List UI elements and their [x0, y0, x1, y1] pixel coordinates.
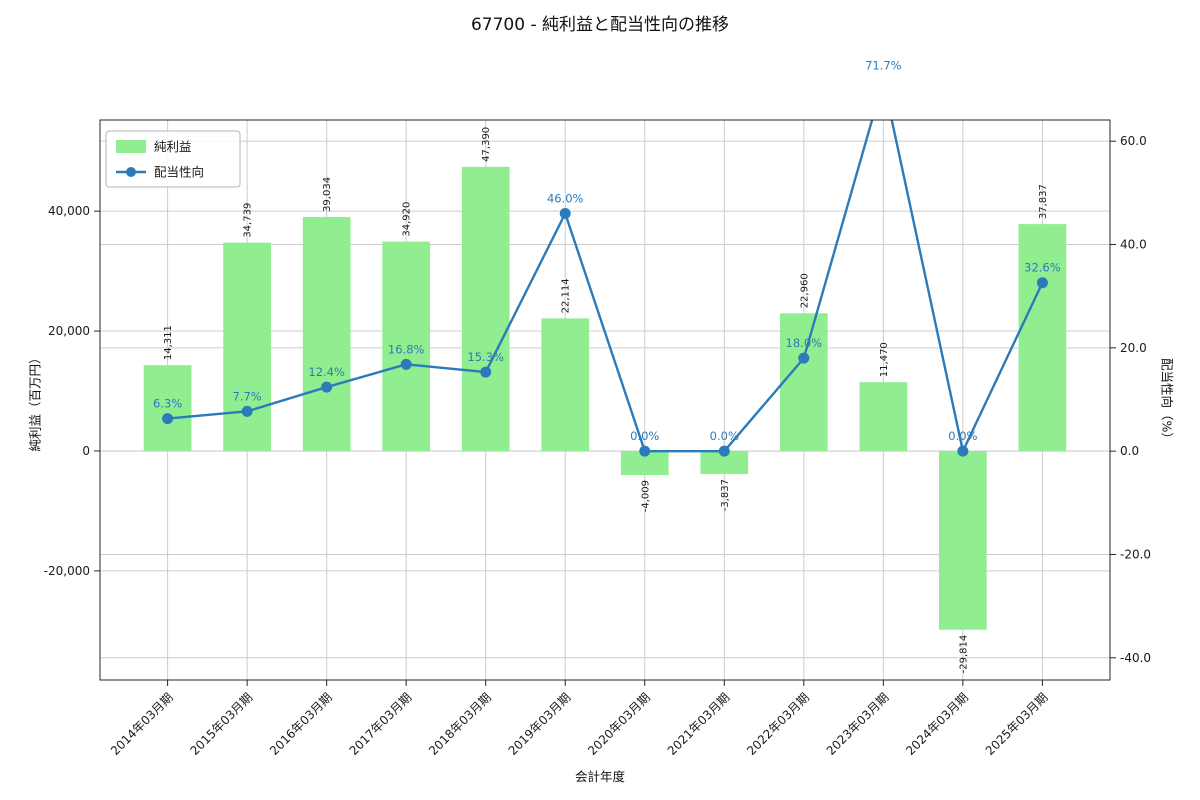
payout-value-label: 71.7%: [865, 59, 902, 73]
payout-value-label: 7.7%: [233, 389, 262, 403]
payout-value-label: 18.0%: [786, 336, 823, 350]
y-axis-label-left: 純利益（百万円）: [27, 351, 43, 452]
bar: [541, 318, 590, 451]
legend-label-line: 配当性向: [154, 165, 204, 180]
bar-value-label: 22,960: [799, 273, 810, 308]
bar-series: [143, 166, 1067, 630]
bar-value-label: 11,470: [879, 342, 890, 377]
bar: [939, 450, 987, 630]
plot-border: [99, 119, 1111, 681]
payout-value-label: 6.3%: [153, 397, 182, 411]
chart-title: 67700 - 純利益と配当性向の推移: [470, 15, 730, 35]
bar-value-label: -4,009: [640, 480, 651, 512]
payout-value-label: 0.0%: [948, 429, 977, 443]
bar-value-label: 22,114: [561, 278, 572, 313]
y-tick-label-right: -20.0: [1120, 547, 1151, 561]
payout-marker: [718, 445, 730, 457]
payout-line: [167, 120, 1044, 455]
y-tick-label-right: 20.0: [1120, 341, 1147, 355]
bar-value-label: 37,837: [1038, 184, 1049, 219]
legend-label-bar: 純利益: [154, 139, 192, 154]
bar-value-label: 47,390: [481, 127, 492, 162]
payout-value-label: 0.0%: [710, 429, 739, 443]
bar-value-label: 34,920: [402, 202, 413, 237]
x-tick-label: 2021年03月期: [665, 690, 733, 758]
payout-marker: [957, 445, 969, 457]
bar: [143, 365, 192, 451]
bar-value-label: -3,837: [720, 479, 731, 511]
bar: [859, 382, 908, 451]
bar: [700, 450, 749, 474]
payout-value-labels: 6.3% 7.7% 12.4% 16.8% 15.3% 46.0% 0.0% 0.0% 18.0…: [153, 59, 1061, 443]
payout-marker: [639, 445, 651, 457]
y-tick-label-left: 0: [82, 444, 90, 458]
x-tick-label: 2022年03月期: [744, 690, 812, 758]
x-tick-label: 2025年03月期: [983, 690, 1051, 758]
payout-marker: [162, 413, 174, 425]
x-tick-label: 2014年03月期: [108, 690, 176, 758]
y-tick-label-right: 60.0: [1120, 134, 1147, 148]
x-tick-label: 2020年03月期: [585, 690, 653, 758]
x-tick-label: 2019年03月期: [506, 690, 574, 758]
x-tick-label: 2024年03月期: [903, 690, 971, 758]
bar: [779, 313, 828, 451]
bar-value-labels: 14,311 34,739 39,034 34,920 47,390 22,114 -4,0…: [163, 127, 1049, 674]
y-axis-label-right: 配当性向（%）: [1159, 358, 1175, 445]
bar: [223, 242, 271, 451]
bar-value-label: 39,034: [322, 177, 333, 212]
payout-marker: [878, 75, 889, 86]
x-tick-label: 2023年03月期: [824, 690, 892, 758]
bar: [382, 241, 431, 451]
payout-marker: [321, 381, 333, 393]
y-tick-label-left: 40,000: [48, 204, 90, 218]
payout-line-series: [162, 75, 1048, 457]
payout-marker: [1036, 277, 1048, 289]
payout-marker: [559, 208, 571, 220]
y-tick-label-right: 40.0: [1120, 238, 1147, 252]
x-axis-label: 会計年度: [574, 769, 625, 784]
x-tick-label: 2018年03月期: [426, 690, 494, 758]
payout-marker: [241, 405, 253, 417]
bar-value-label: -29,814: [958, 635, 969, 674]
x-tick-label: 2017年03月期: [347, 690, 415, 758]
y-tick-label-right: 0.0: [1120, 444, 1139, 458]
bar: [302, 216, 351, 451]
bar: [1018, 224, 1067, 451]
y-tick-label-left: -20,000: [44, 564, 90, 578]
y-tick-label-left: 20,000: [48, 324, 90, 338]
bar-value-label: 34,739: [243, 203, 254, 238]
payout-value-label: 0.0%: [630, 429, 659, 443]
payout-value-label: 32.6%: [1024, 261, 1061, 275]
payout-value-label: 16.8%: [388, 342, 425, 356]
legend-line-marker: [126, 167, 136, 177]
payout-marker: [400, 358, 412, 370]
payout-marker: [798, 352, 810, 364]
bar-value-label: 14,311: [163, 325, 174, 360]
y-tick-label-right: -40.0: [1120, 651, 1151, 665]
axis-ticks: [94, 140, 1116, 686]
payout-value-label: 46.0%: [547, 192, 584, 206]
bar: [461, 166, 510, 451]
payout-value-label: 15.3%: [467, 350, 504, 364]
x-tick-label: 2016年03月期: [267, 690, 335, 758]
payout-marker: [480, 366, 492, 378]
legend-bar-swatch: [116, 140, 146, 153]
tick-labels: -20,000 0 20,000 40,000 -40.0 -20.0 0.0 20.0 40.…: [44, 134, 1151, 758]
x-tick-label: 2015年03月期: [187, 690, 255, 758]
payout-value-label: 12.4%: [308, 365, 345, 379]
